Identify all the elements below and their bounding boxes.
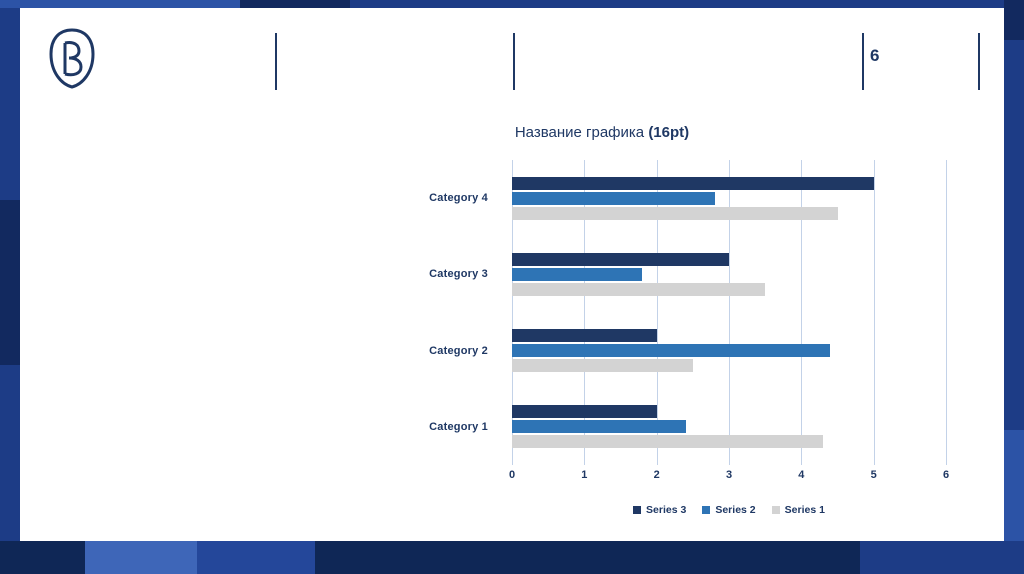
bar-group xyxy=(512,313,946,389)
bar-series-1 xyxy=(512,282,766,296)
gridline xyxy=(656,160,658,465)
bar-series-2 xyxy=(512,420,686,434)
x-tick-label: 3 xyxy=(725,469,733,481)
background-shape-top-left xyxy=(0,0,240,8)
bar-series-2 xyxy=(512,344,831,358)
bar-series-2 xyxy=(512,267,643,281)
legend-item: Series 2 xyxy=(702,504,756,516)
background-shape-bottom-square-mid xyxy=(197,541,315,574)
gridline xyxy=(946,160,947,465)
legend-swatch xyxy=(771,506,780,514)
slide-card: 6 Название графика (16pt) Category 4 Cate… xyxy=(20,8,1004,541)
bar-group xyxy=(512,236,946,312)
chart-title-main: Название графика xyxy=(514,124,649,141)
page-number: 6 xyxy=(870,46,880,65)
x-tick-label: 6 xyxy=(942,469,950,481)
bar-series-2 xyxy=(512,191,715,205)
category-label: Category 1 xyxy=(429,420,488,433)
legend-swatch xyxy=(633,506,642,514)
legend-label: Series 3 xyxy=(646,504,687,516)
legend-label: Series 1 xyxy=(784,504,825,516)
legend-item: Series 3 xyxy=(633,504,686,516)
bar-series-1 xyxy=(512,435,824,449)
gridline xyxy=(512,160,513,465)
bar-series-3 xyxy=(512,405,657,419)
legend-swatch xyxy=(702,506,711,514)
x-tick-label: 4 xyxy=(798,469,805,481)
chart-title-emphasis: (16pt) xyxy=(648,124,690,141)
x-tick-label: 1 xyxy=(581,469,588,481)
bar-series-3 xyxy=(512,252,729,266)
gridline xyxy=(801,160,803,465)
chart-legend: Series 3 Series 2 Series 1 xyxy=(512,504,946,516)
x-tick-label: 5 xyxy=(870,469,877,481)
category-label: Category 4 xyxy=(429,192,488,205)
legend-item: Series 1 xyxy=(771,504,825,516)
background-shape-top-dark xyxy=(240,0,350,8)
background-shape-bottom-square-light xyxy=(85,541,197,574)
gridline xyxy=(584,160,586,465)
x-tick-label: 2 xyxy=(653,469,660,481)
hse-logo-graphic xyxy=(49,28,95,89)
background-shape-right-bottom xyxy=(1004,430,1024,541)
bar-series-1 xyxy=(512,359,693,373)
background-shape-left-dark xyxy=(0,200,20,365)
bar-series-3 xyxy=(512,329,657,343)
background-shape-bottom-right xyxy=(860,541,1024,574)
chart-plot xyxy=(512,160,947,465)
bar-group xyxy=(512,389,946,465)
hse-logo xyxy=(46,26,98,90)
bar-series-1 xyxy=(512,206,838,220)
chart-title: Название графика (16pt) xyxy=(402,124,802,141)
header-divider-4 xyxy=(978,33,980,90)
chart-x-ticks: 0 1 2 3 4 5 6 xyxy=(508,469,950,483)
category-label: Category 3 xyxy=(429,268,488,281)
background-shape-right-top xyxy=(1004,0,1024,40)
category-label: Category 2 xyxy=(429,344,488,357)
x-tick-label: 0 xyxy=(508,469,516,481)
bar-series-3 xyxy=(512,176,874,190)
gridline xyxy=(729,160,730,465)
bar-group xyxy=(512,160,946,236)
header-divider-3 xyxy=(862,33,864,90)
chart-category-labels: Category 4 Category 3 Category 2 Category 1 xyxy=(300,160,500,465)
header-divider-1 xyxy=(275,33,277,90)
gridline xyxy=(873,160,875,465)
header-divider-2 xyxy=(513,33,515,90)
legend-label: Series 2 xyxy=(715,504,756,516)
